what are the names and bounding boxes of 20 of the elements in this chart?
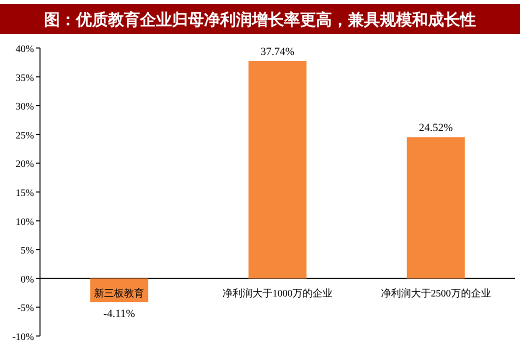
data-label: 24.52%	[418, 122, 453, 134]
y-tick-label: 25%	[16, 130, 34, 142]
y-tick-label: 10%	[16, 216, 34, 228]
x-tick-label: 净利润大于2500万的企业	[380, 287, 491, 300]
y-tick-label: 5%	[20, 246, 34, 257]
y-tick-label: 20%	[16, 159, 34, 170]
y-tick-label: 40%	[16, 44, 34, 55]
y-tick-label: 35%	[16, 72, 34, 84]
y-tick-label: -5%	[17, 303, 34, 314]
data-label: -4.11%	[103, 308, 136, 320]
chart-title: 图：优质教育企业归母净利润增长率更高，兼具规模和成长性	[44, 10, 476, 29]
bar	[248, 61, 306, 278]
bar	[406, 137, 465, 278]
y-tick-label: 15%	[16, 188, 34, 199]
y-tick-label: 30%	[16, 102, 34, 113]
y-tick-label: 0%	[20, 274, 34, 286]
y-tick-label: -10%	[12, 332, 34, 343]
data-label: 37.74%	[260, 46, 294, 58]
x-tick-label: 净利润大于1000万的企业	[222, 287, 332, 300]
x-tick-label: 新三板教育	[94, 287, 144, 300]
